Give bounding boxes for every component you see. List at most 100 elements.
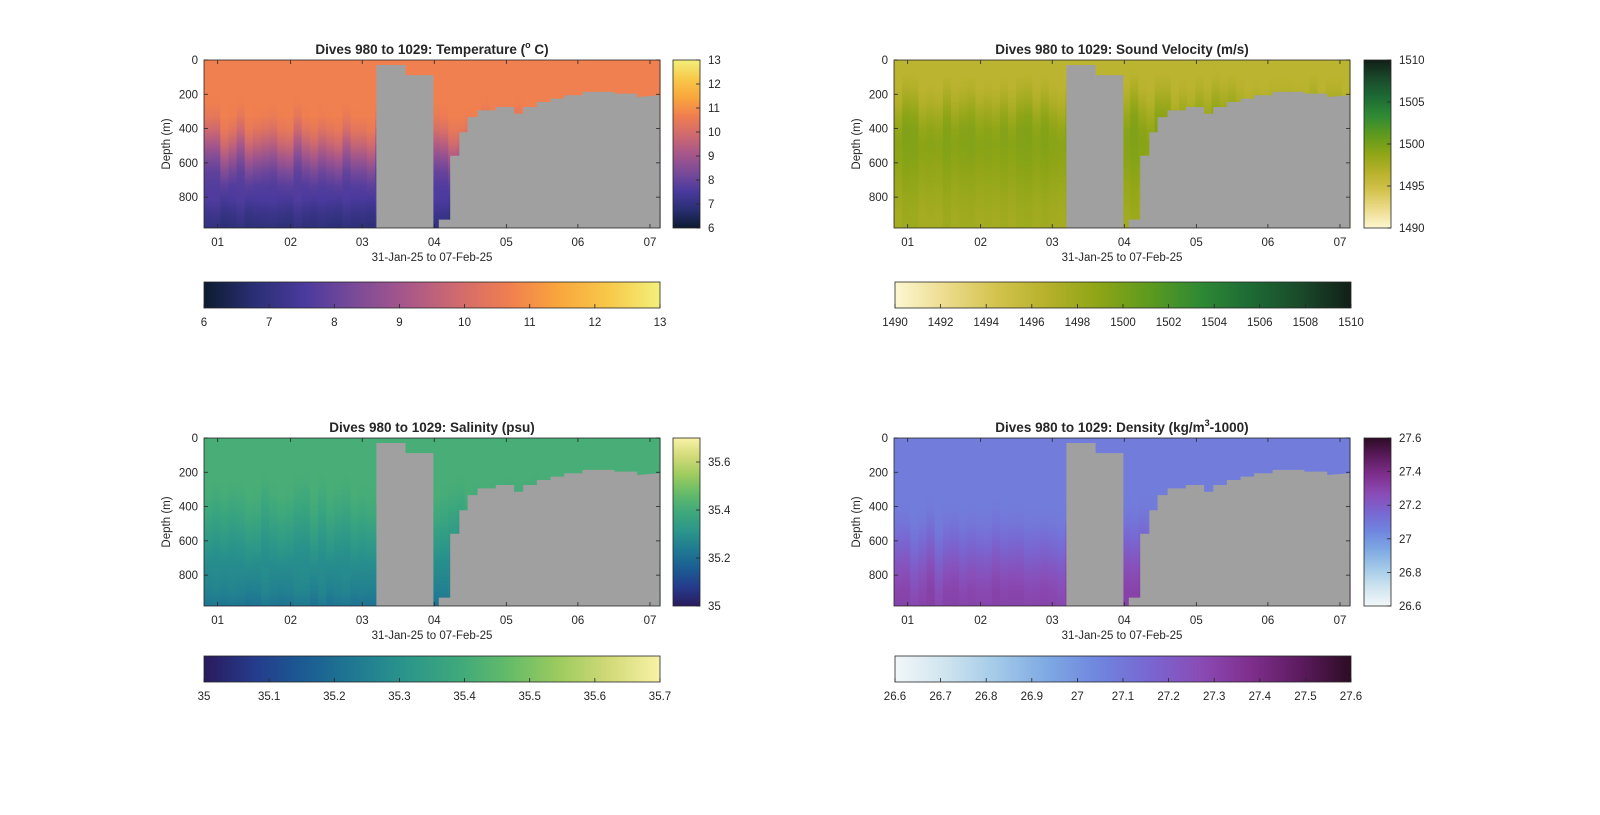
data-column — [220, 60, 230, 228]
data-column — [309, 60, 319, 228]
data-column — [942, 438, 952, 606]
axes-box — [203, 59, 661, 229]
data-column — [293, 438, 303, 606]
title-text: Dives 980 to 1029: Density (kg/m — [995, 420, 1204, 435]
colorbar-tick-label: 35.4 — [708, 505, 731, 517]
data-column — [1016, 60, 1025, 228]
no-data-region — [1066, 65, 1124, 228]
data-column — [1008, 60, 1017, 228]
x-tick-label: 05 — [500, 237, 513, 249]
y-tick-label: 0 — [192, 433, 198, 445]
x-tick-label: 04 — [428, 237, 441, 249]
data-column — [326, 438, 335, 606]
y-tick-label: 400 — [869, 124, 888, 136]
data-column — [204, 438, 213, 606]
data-column — [951, 60, 960, 228]
data-column — [236, 438, 246, 606]
colorbar-tick-label: 35 — [198, 691, 211, 703]
colorbar-tick-label: 26.8 — [1399, 567, 1421, 579]
data-column — [204, 60, 213, 228]
x-tick-label: 04 — [1118, 237, 1131, 249]
chart-title: Dives 980 to 1029: Sound Velocity (m/s) — [995, 42, 1249, 57]
data-column — [318, 438, 327, 606]
panel-temperature: 0 200 400 600 800 01 02 03 04 05 06 07 31-Jan-25 to … — [161, 40, 721, 329]
colorbar-tick-label: 27.2 — [1157, 691, 1179, 703]
y-tick-label: 0 — [882, 433, 888, 445]
data-column — [326, 60, 335, 228]
data-column — [285, 438, 295, 606]
data-column — [350, 438, 360, 606]
data-column — [910, 438, 920, 606]
x-tick-label: 06 — [572, 615, 585, 627]
colorbar-tick-label: 1498 — [1065, 317, 1091, 329]
colorbar-tick-label: 35.2 — [323, 691, 345, 703]
y-tick-label: 400 — [179, 124, 198, 136]
colorbar-tick-label: 1490 — [1399, 223, 1425, 235]
title-text: Dives 980 to 1029: Temperature ( — [315, 42, 525, 57]
data-column — [991, 60, 1001, 228]
chart-title: Dives 980 to 1029: Temperature (o C) — [315, 40, 548, 57]
colorbar-tick-label: 11 — [524, 317, 536, 329]
data-column — [999, 438, 1009, 606]
colorbar-tick-label: 10 — [458, 317, 471, 329]
data-column — [991, 438, 1001, 606]
title-superscript: o — [525, 40, 531, 50]
x-axis-label: 31-Jan-25 to 07-Feb-25 — [372, 252, 493, 264]
colorbar-horizontal — [203, 655, 661, 683]
data-column — [894, 60, 903, 228]
colorbar-tick-label: 27.6 — [1340, 691, 1362, 703]
x-tick-label: 01 — [901, 237, 914, 249]
x-tick-label: 01 — [211, 615, 224, 627]
x-axis-label: 31-Jan-25 to 07-Feb-25 — [1062, 630, 1183, 642]
data-column — [261, 60, 270, 228]
axes-box — [893, 437, 1351, 607]
data-column — [432, 60, 441, 228]
x-tick-label: 07 — [644, 237, 657, 249]
data-column — [432, 438, 441, 606]
chart-title: Dives 980 to 1029: Density (kg/m3-1000) — [995, 418, 1248, 435]
no-data-region — [1128, 91, 1350, 229]
colorbar-horizontal — [203, 281, 661, 309]
colorbar-tick-label: 26.9 — [1021, 691, 1043, 703]
x-tick-label: 05 — [1190, 237, 1203, 249]
x-tick-label: 05 — [500, 615, 513, 627]
data-column — [1048, 60, 1058, 228]
data-column — [983, 60, 993, 228]
data-column — [366, 60, 376, 228]
colorbar-tick-label: 35.7 — [649, 691, 671, 703]
colorbar-tick-label: 35.1 — [258, 691, 280, 703]
no-data-region — [438, 91, 660, 229]
data-column — [934, 60, 944, 228]
data-column — [285, 60, 295, 228]
y-tick-label: 600 — [869, 536, 888, 548]
data-column — [934, 438, 944, 606]
no-data-region — [376, 443, 434, 606]
no-data-region — [1128, 469, 1350, 606]
y-tick-label: 600 — [179, 158, 198, 170]
data-column — [894, 438, 903, 606]
colorbar-tick-label: 1510 — [1338, 317, 1364, 329]
colorbar-tick-label: 26.6 — [1399, 601, 1421, 613]
y-tick-label: 200 — [869, 467, 888, 479]
colorbar-tick-label: 27.5 — [1294, 691, 1316, 703]
x-tick-label: 03 — [356, 237, 369, 249]
data-column — [967, 60, 977, 228]
data-column — [244, 438, 254, 606]
y-tick-label: 800 — [179, 570, 198, 582]
colorbar-tick-label: 7 — [266, 317, 272, 329]
colorbar-tick-label: 27.6 — [1399, 433, 1421, 445]
colorbar-vertical — [1363, 437, 1392, 607]
colorbar-horizontal — [894, 281, 1352, 309]
data-column — [228, 438, 238, 606]
data-column — [1130, 438, 1139, 606]
colorbar-tick-label: 12 — [708, 79, 721, 91]
colorbar-tick-label: 26.6 — [884, 691, 906, 703]
data-column — [440, 60, 449, 228]
data-column — [1016, 438, 1025, 606]
data-column — [301, 60, 311, 228]
data-column — [910, 60, 920, 228]
data-column — [1122, 60, 1131, 228]
colorbar-tick-label: 1500 — [1110, 317, 1136, 329]
y-axis-label: Depth (m) — [851, 118, 863, 169]
